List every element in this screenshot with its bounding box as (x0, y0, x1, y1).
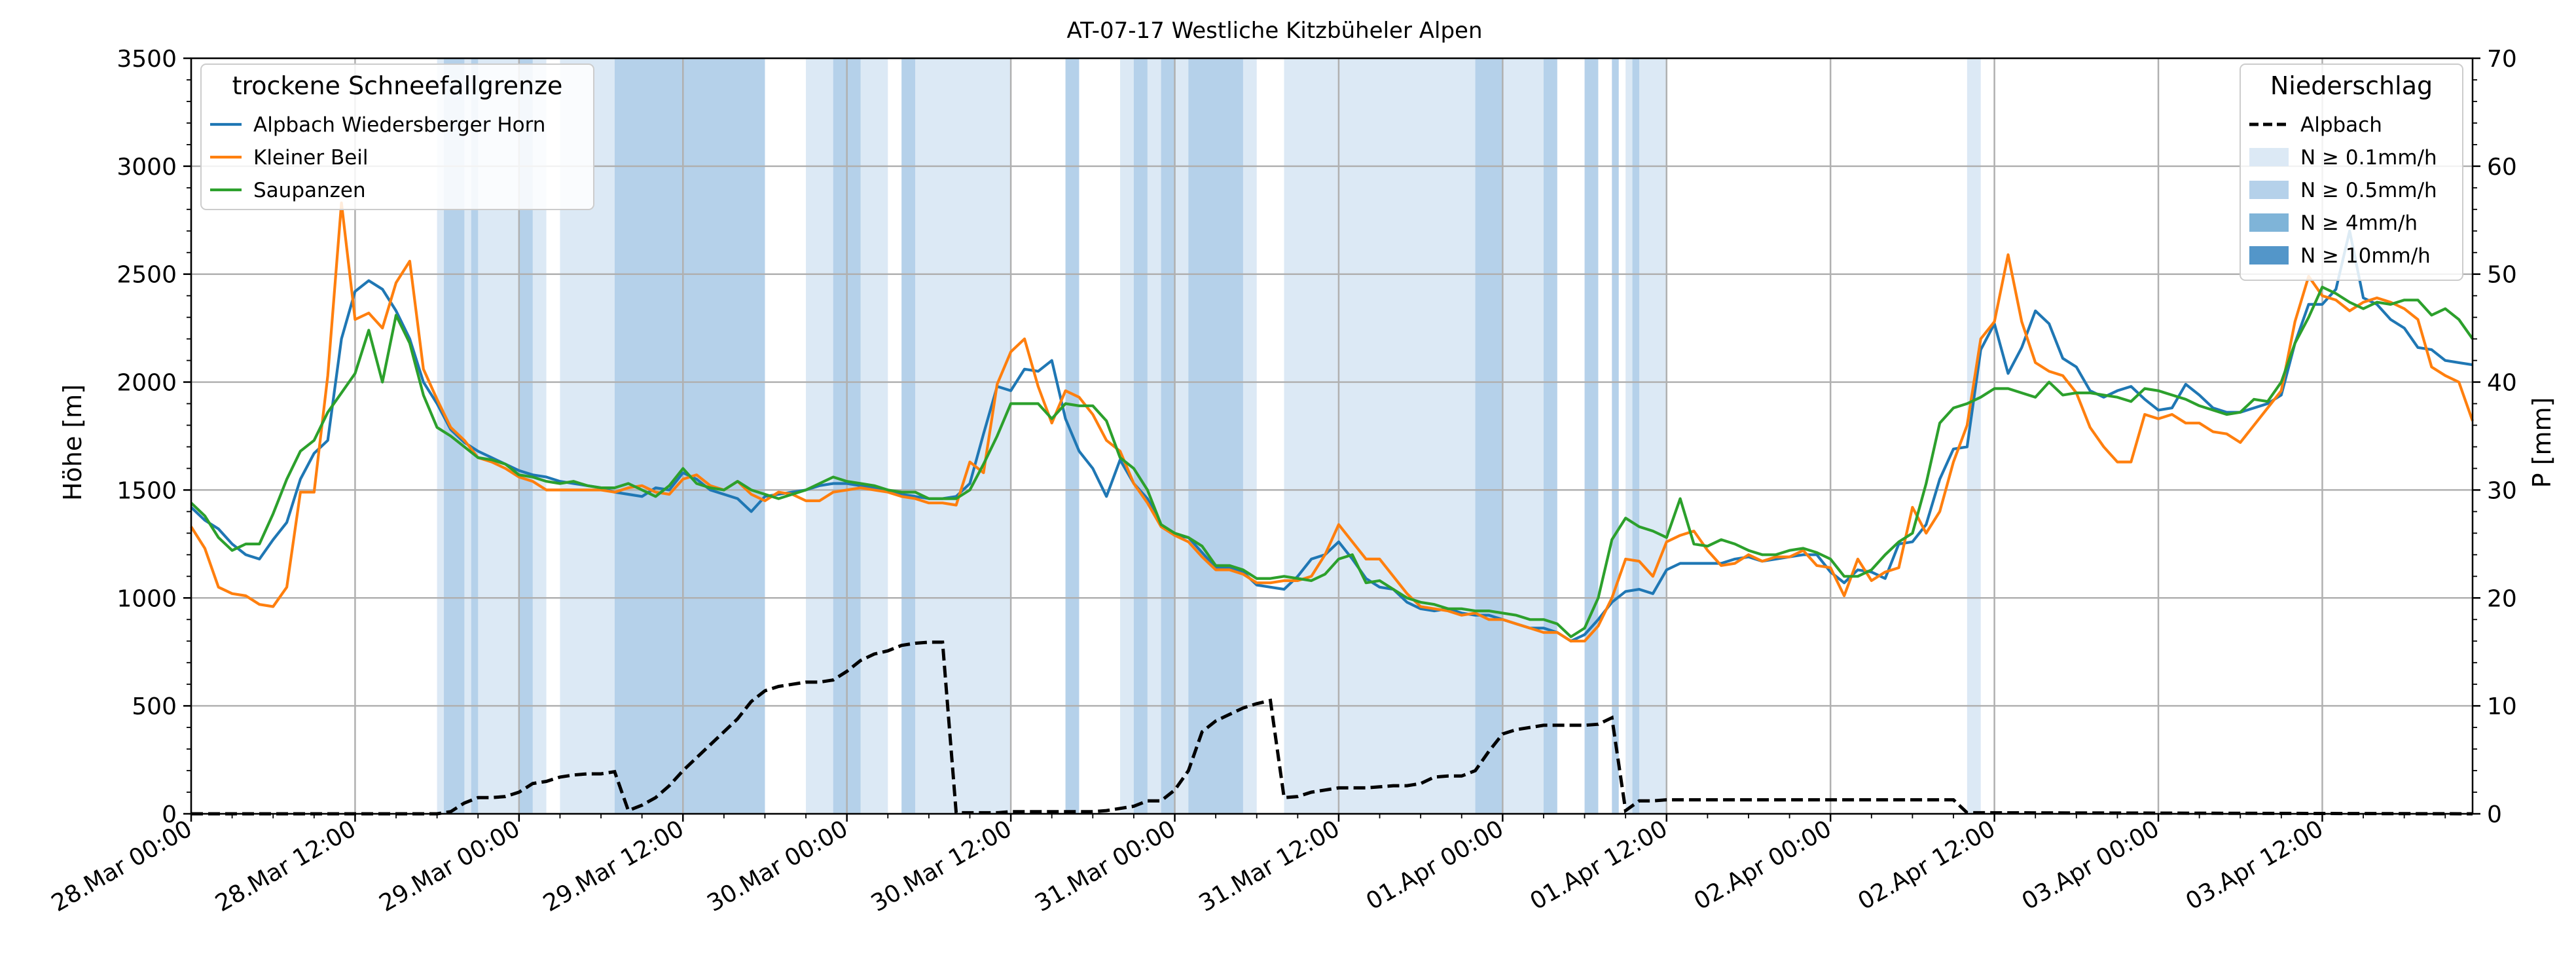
y-tick-label-left-6: 3000 (117, 154, 177, 181)
series-line-1 (190, 201, 2474, 643)
x-tick-label-0: 28.Mar 00:00 (47, 815, 197, 917)
y-tick-label-right-1: 10 (2487, 693, 2517, 720)
x-tick-label-8: 01.Apr 00:00 (1362, 815, 1508, 915)
legend-right-swatch-3 (2249, 213, 2289, 232)
precip-line-alpbach (191, 640, 2473, 816)
x-tick-label-4: 30.Mar 00:00 (703, 815, 853, 917)
precip-band-1-3 (614, 58, 765, 814)
precip-band-1-14 (1632, 58, 1640, 814)
y-tick-label-right-5: 50 (2487, 262, 2517, 289)
legend-left-title: trockene Schneefallgrenze (232, 71, 563, 100)
precip-band-0-8 (1502, 58, 1544, 814)
x-tick-label-5: 30.Mar 12:00 (867, 815, 1017, 917)
legend-right-label-0: Alpbach (2300, 113, 2382, 137)
y-tick-label-right-2: 20 (2487, 585, 2517, 612)
y-tick-label-right-3: 30 (2487, 477, 2517, 504)
legend-right-label-3: N ≥ 4mm/h (2300, 211, 2418, 235)
precip-band-1-8 (1161, 58, 1175, 814)
precip-band-1-1 (471, 58, 479, 814)
x-tick-label-9: 01.Apr 12:00 (1525, 815, 1672, 915)
y-tick-label-left-4: 2000 (117, 370, 177, 397)
legend-right-label-4: N ≥ 10mm/h (2300, 244, 2431, 268)
x-tick-label-2: 29.Mar 00:00 (375, 815, 525, 917)
y-tick-label-left-3: 1500 (117, 477, 177, 504)
legend-left-label-0: Alpbach Wiedersberger Horn (253, 113, 545, 137)
precip-band-1-13 (1612, 58, 1619, 814)
precip-band-1-2 (518, 58, 533, 814)
legend-left-label-2: Saupanzen (253, 179, 366, 202)
y-axis-label-right: P [mm] (2528, 397, 2556, 488)
x-tick-label-11: 02.Apr 12:00 (1853, 815, 2000, 915)
legend-right-box (2240, 64, 2463, 281)
y-tick-label-right-7: 70 (2487, 46, 2517, 73)
legend-right-label-2: N ≥ 0.5mm/h (2300, 179, 2437, 202)
y-tick-label-left-5: 2500 (117, 262, 177, 289)
series-line-0 (190, 229, 2473, 643)
precip-band-0-9 (1625, 58, 1667, 814)
precip-band-1-10 (1475, 58, 1503, 814)
precip-band-0-7 (1284, 58, 1489, 814)
chart-title: AT-07-17 Westliche Kitzbüheler Alpen (1066, 18, 1482, 44)
legend-left-label-1: Kleiner Beil (253, 146, 369, 170)
plot-frame (190, 57, 2474, 815)
y-tick-label-right-4: 40 (2487, 370, 2517, 397)
precip-band-1-9 (1188, 58, 1243, 814)
legend-snowline: trockene Schneefallgrenze Alpbach Wieders… (200, 64, 594, 210)
precip-band-1-11 (1543, 58, 1557, 814)
y-tick-label-left-7: 3500 (117, 46, 177, 73)
legend-right-title: Niederschlag (2270, 71, 2433, 100)
precip-band-0-10 (1967, 58, 1981, 814)
x-tick-label-10: 02.Apr 00:00 (1690, 815, 1836, 915)
precip-band-0-3 (915, 58, 970, 814)
legend-precipitation: Niederschlag Alpbach N ≥ 0.1mm/h N ≥ 0.5mm/… (2240, 64, 2463, 281)
legend-right-swatch-2 (2249, 181, 2289, 199)
y-tick-label-left-2: 1000 (117, 585, 177, 612)
x-tick-label-1: 28.Mar 12:00 (211, 815, 361, 917)
y-tick-label-left-0: 0 (162, 801, 177, 828)
legend-right-swatch-4 (2249, 246, 2289, 265)
x-tick-label-12: 03.Apr 00:00 (2018, 815, 2164, 915)
y-axis-label-left: Höhe [m] (58, 384, 87, 501)
x-tick-label-3: 29.Mar 12:00 (539, 815, 689, 917)
y-tick-label-left-1: 500 (132, 693, 177, 720)
precip-intensity-bands (437, 58, 1981, 814)
precip-band-1-5 (901, 58, 916, 814)
y-tick-label-right-0: 0 (2487, 801, 2502, 828)
precip-band-1-12 (1584, 58, 1599, 814)
x-tick-label-7: 31.Mar 12:00 (1195, 815, 1345, 917)
legend-right-label-1: N ≥ 0.1mm/h (2300, 146, 2437, 170)
legend-right-swatch-1 (2249, 148, 2289, 166)
y-tick-label-right-6: 60 (2487, 154, 2517, 181)
series-lines (190, 201, 2474, 816)
x-tick-label-13: 03.Apr 12:00 (2181, 815, 2328, 915)
precip-band-1-7 (1133, 58, 1148, 814)
x-tick-label-6: 31.Mar 00:00 (1030, 815, 1180, 917)
legend-left-box (200, 64, 594, 210)
series-line-2 (190, 285, 2474, 638)
